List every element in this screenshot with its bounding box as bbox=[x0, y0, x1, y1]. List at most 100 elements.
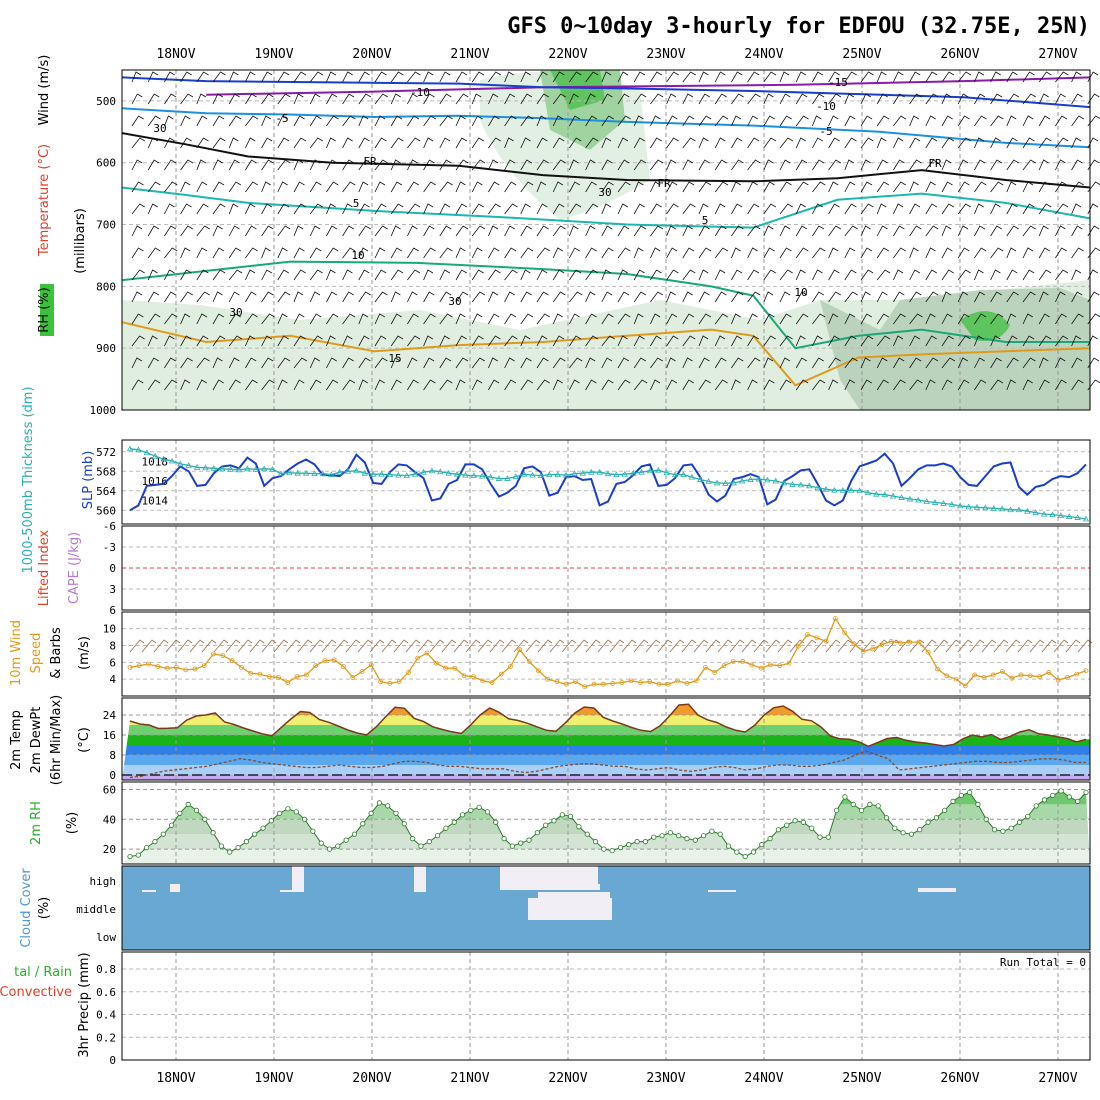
thickness-point bbox=[302, 469, 310, 476]
wind10-barb bbox=[285, 639, 301, 653]
wind-barb bbox=[1022, 313, 1034, 325]
wind-barb bbox=[617, 71, 629, 83]
thickness-point bbox=[370, 470, 377, 477]
wind-barb bbox=[439, 247, 453, 259]
rh-point bbox=[700, 833, 707, 839]
bottom-date-label: 26NOV bbox=[940, 1071, 979, 1086]
top-date-label: 27NOV bbox=[1038, 47, 1077, 62]
wind-barb bbox=[326, 357, 337, 369]
wind-barb bbox=[358, 159, 372, 171]
wind-barb bbox=[666, 313, 678, 325]
wind-barb bbox=[536, 225, 549, 237]
slp-axis-label: SLP (mb) bbox=[81, 451, 96, 510]
wind-barb bbox=[957, 115, 970, 127]
thickness-point bbox=[906, 495, 914, 502]
wind-barb bbox=[1006, 269, 1018, 281]
thickness-point bbox=[881, 491, 888, 498]
wind-barb bbox=[812, 313, 826, 325]
wind-barb bbox=[504, 313, 517, 325]
wind-barb bbox=[876, 269, 891, 281]
wind10-point bbox=[1018, 672, 1024, 678]
wind-barb bbox=[228, 269, 243, 281]
temperature-contour-line bbox=[121, 186, 1091, 229]
contour-label: 15 bbox=[388, 352, 401, 365]
rh-point bbox=[834, 807, 840, 813]
wind-barb bbox=[650, 269, 662, 281]
wind-barb bbox=[876, 115, 890, 127]
wind-barb bbox=[763, 357, 774, 369]
wind-barb bbox=[407, 115, 420, 127]
wind10-barb bbox=[345, 639, 361, 653]
rh-point bbox=[501, 836, 507, 842]
wind-barb bbox=[682, 335, 696, 347]
wind-barb bbox=[164, 203, 175, 215]
wind-barb bbox=[795, 71, 807, 83]
wind-barb bbox=[293, 115, 305, 127]
wind-barb bbox=[196, 159, 207, 171]
wind-barb bbox=[844, 291, 858, 303]
wind-barb bbox=[747, 357, 761, 369]
wind10-point bbox=[396, 679, 402, 685]
wind-barb bbox=[520, 93, 533, 105]
wind-barb bbox=[844, 159, 855, 171]
wind-barb bbox=[925, 203, 938, 215]
wind10-point bbox=[1037, 674, 1042, 680]
rh-point bbox=[875, 803, 881, 809]
thickness-point bbox=[378, 470, 385, 477]
wind-barb bbox=[1006, 181, 1017, 193]
wind-barb bbox=[164, 357, 176, 369]
thickness-point bbox=[386, 471, 394, 478]
wind-barb bbox=[407, 93, 418, 105]
bottom-date-label: 22NOV bbox=[548, 1071, 587, 1086]
wind-barb bbox=[925, 93, 939, 105]
precip-convective-label: Convective bbox=[0, 985, 72, 1000]
top-date-label: 25NOV bbox=[842, 47, 881, 62]
wind-barb bbox=[990, 115, 1004, 127]
wind-barb bbox=[569, 379, 580, 391]
wind-barb bbox=[212, 115, 225, 127]
rh-shade-area bbox=[960, 311, 1010, 341]
thickness-point bbox=[286, 469, 293, 476]
wind-barb bbox=[828, 335, 840, 347]
temp-band bbox=[122, 725, 1090, 735]
rh-point bbox=[202, 816, 208, 822]
wind-barb bbox=[309, 93, 321, 105]
wind-barb bbox=[261, 159, 274, 171]
wind-barb bbox=[164, 225, 177, 237]
wind10-point bbox=[786, 660, 792, 666]
wind-barb bbox=[1038, 115, 1051, 127]
temp-label-part: 2m Temp bbox=[9, 710, 24, 770]
wind-barb bbox=[731, 313, 741, 325]
wind-barb bbox=[1071, 225, 1083, 237]
wind10-barb bbox=[1041, 639, 1057, 653]
wind-barb bbox=[439, 93, 452, 105]
wind-barb bbox=[1055, 291, 1066, 303]
wind-barb bbox=[471, 269, 484, 281]
thickness-point bbox=[1024, 507, 1031, 514]
wind10-point bbox=[981, 675, 987, 680]
wind-barb bbox=[731, 379, 741, 391]
wind-barb bbox=[358, 357, 371, 369]
wind10-barb bbox=[597, 639, 613, 653]
wind-barb bbox=[601, 269, 612, 281]
wind-barb bbox=[342, 269, 353, 281]
wind-barb bbox=[342, 115, 356, 127]
wind-barb bbox=[131, 291, 143, 303]
contour-label: -5 bbox=[819, 125, 832, 138]
wind-barb bbox=[633, 225, 647, 237]
wind-barb bbox=[471, 115, 483, 127]
wind-barb bbox=[601, 247, 614, 259]
precip-tick-label: 0.2 bbox=[96, 1031, 116, 1044]
wind-barb bbox=[212, 335, 226, 347]
wind10-barb bbox=[393, 639, 409, 653]
wind-barb bbox=[974, 137, 984, 149]
thickness-point bbox=[311, 470, 318, 477]
contour-label: -5 bbox=[275, 112, 288, 125]
wind-barb bbox=[682, 379, 695, 391]
wind-barb bbox=[795, 137, 807, 149]
thickness-point bbox=[982, 504, 989, 511]
wind-barb bbox=[147, 203, 158, 215]
wind-barb bbox=[245, 225, 257, 237]
wind-barb bbox=[714, 269, 726, 281]
wind-barb bbox=[390, 335, 404, 347]
